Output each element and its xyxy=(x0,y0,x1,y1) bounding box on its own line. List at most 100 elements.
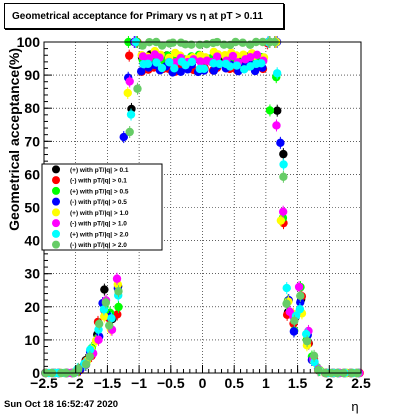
data-point xyxy=(199,64,209,73)
x-tick-label: −1 xyxy=(131,375,147,391)
legend-marker xyxy=(52,219,60,228)
data-point xyxy=(114,287,123,296)
data-point xyxy=(196,57,205,66)
x-tick-label: −2.5 xyxy=(30,375,58,391)
x-tick-label: 2.5 xyxy=(351,375,371,391)
data-point xyxy=(279,172,288,181)
data-point xyxy=(101,298,111,307)
data-point xyxy=(81,360,91,369)
data-point xyxy=(296,298,305,307)
legend-label: (+) with pT/|q| > 0.5 xyxy=(70,188,129,195)
x-tick-label: −1.5 xyxy=(94,375,122,391)
x-tick-label: 1.5 xyxy=(288,375,308,391)
data-point xyxy=(187,40,196,49)
data-point xyxy=(114,302,123,312)
x-tick-label: 0.5 xyxy=(224,375,244,391)
x-tick-label: −2 xyxy=(68,375,84,391)
data-point xyxy=(310,357,319,367)
timestamp-footer: Sun Oct 18 16:52:47 2020 xyxy=(4,399,119,410)
data-point xyxy=(265,106,275,115)
data-point xyxy=(176,67,185,76)
data-point xyxy=(165,58,174,67)
data-point xyxy=(301,329,311,339)
data-point xyxy=(296,291,305,301)
legend-label: (-) with pT/|q| > 0.1 xyxy=(70,178,127,185)
legend-label: (+) with pT/|q| > 0.1 xyxy=(70,167,129,174)
x-tick-label: 0 xyxy=(199,375,207,391)
data-point xyxy=(100,312,109,321)
data-point xyxy=(257,59,266,68)
y-axis-label: Geometrical acceptance(%) xyxy=(6,48,22,231)
data-point xyxy=(168,38,178,47)
legend-marker xyxy=(52,176,60,185)
y-tick-label: 80 xyxy=(24,100,40,116)
x-tick-label: −0.5 xyxy=(157,375,185,391)
data-point xyxy=(126,110,136,119)
y-tick-label: 70 xyxy=(24,133,40,149)
data-point xyxy=(246,52,255,62)
data-point xyxy=(112,274,122,283)
legend-label: (-) with pT/|q| > 2.0 xyxy=(70,242,127,249)
data-point xyxy=(302,336,312,346)
data-point xyxy=(282,299,291,308)
data-point xyxy=(136,67,146,76)
data-point xyxy=(138,41,147,50)
data-point xyxy=(279,149,288,159)
data-point xyxy=(157,41,167,50)
data-point xyxy=(187,57,197,67)
data-point xyxy=(215,59,224,69)
legend-marker xyxy=(52,165,60,174)
data-point xyxy=(314,365,323,375)
y-tick-label: 10 xyxy=(24,332,40,348)
data-point xyxy=(123,88,132,98)
data-point xyxy=(94,335,103,345)
x-tick-label: 2 xyxy=(325,375,333,391)
legend-label: (-) with pT/|q| > 1.0 xyxy=(70,221,127,228)
data-point xyxy=(295,304,305,314)
legend-label: (-) with pT/|q| > 0.5 xyxy=(70,199,127,206)
x-axis-label: η xyxy=(351,399,358,414)
x-tick-label: 1 xyxy=(262,375,270,391)
data-point xyxy=(294,282,304,292)
y-tick-label: 90 xyxy=(24,67,40,83)
data-point xyxy=(272,121,281,130)
y-tick-label: 0 xyxy=(32,365,40,381)
legend-label: (+) with pT/|q| > 1.0 xyxy=(70,210,129,217)
data-point xyxy=(152,58,161,67)
data-point xyxy=(228,51,238,61)
data-point xyxy=(85,352,95,361)
data-point xyxy=(278,207,288,216)
legend-marker xyxy=(52,186,60,195)
data-point xyxy=(290,316,299,326)
data-point xyxy=(195,40,205,50)
data-point xyxy=(232,61,241,70)
data-point xyxy=(133,84,142,93)
data-point xyxy=(119,132,128,142)
data-point xyxy=(252,50,262,60)
data-point xyxy=(125,51,134,60)
data-point xyxy=(125,127,134,137)
data-point xyxy=(143,59,153,69)
data-point xyxy=(85,345,95,354)
legend-marker xyxy=(52,197,60,206)
data-point xyxy=(238,38,247,47)
data-point xyxy=(276,138,285,148)
data-point xyxy=(94,319,104,329)
data-point xyxy=(282,283,291,293)
data-point xyxy=(181,60,190,70)
data-point xyxy=(105,321,114,330)
legend-marker xyxy=(52,229,60,238)
y-tick-label: 40 xyxy=(24,233,40,249)
data-point xyxy=(107,314,116,323)
data-point xyxy=(289,327,299,336)
data-point xyxy=(273,106,282,115)
y-tick-label: 50 xyxy=(24,200,40,216)
y-tick-label: 20 xyxy=(24,299,40,315)
legend-label: (+) with pT/|q| > 2.0 xyxy=(70,231,129,238)
data-point xyxy=(157,63,167,73)
data-point xyxy=(225,62,235,71)
y-tick-label: 60 xyxy=(24,166,40,182)
data-point xyxy=(279,160,288,169)
data-point xyxy=(74,364,83,374)
